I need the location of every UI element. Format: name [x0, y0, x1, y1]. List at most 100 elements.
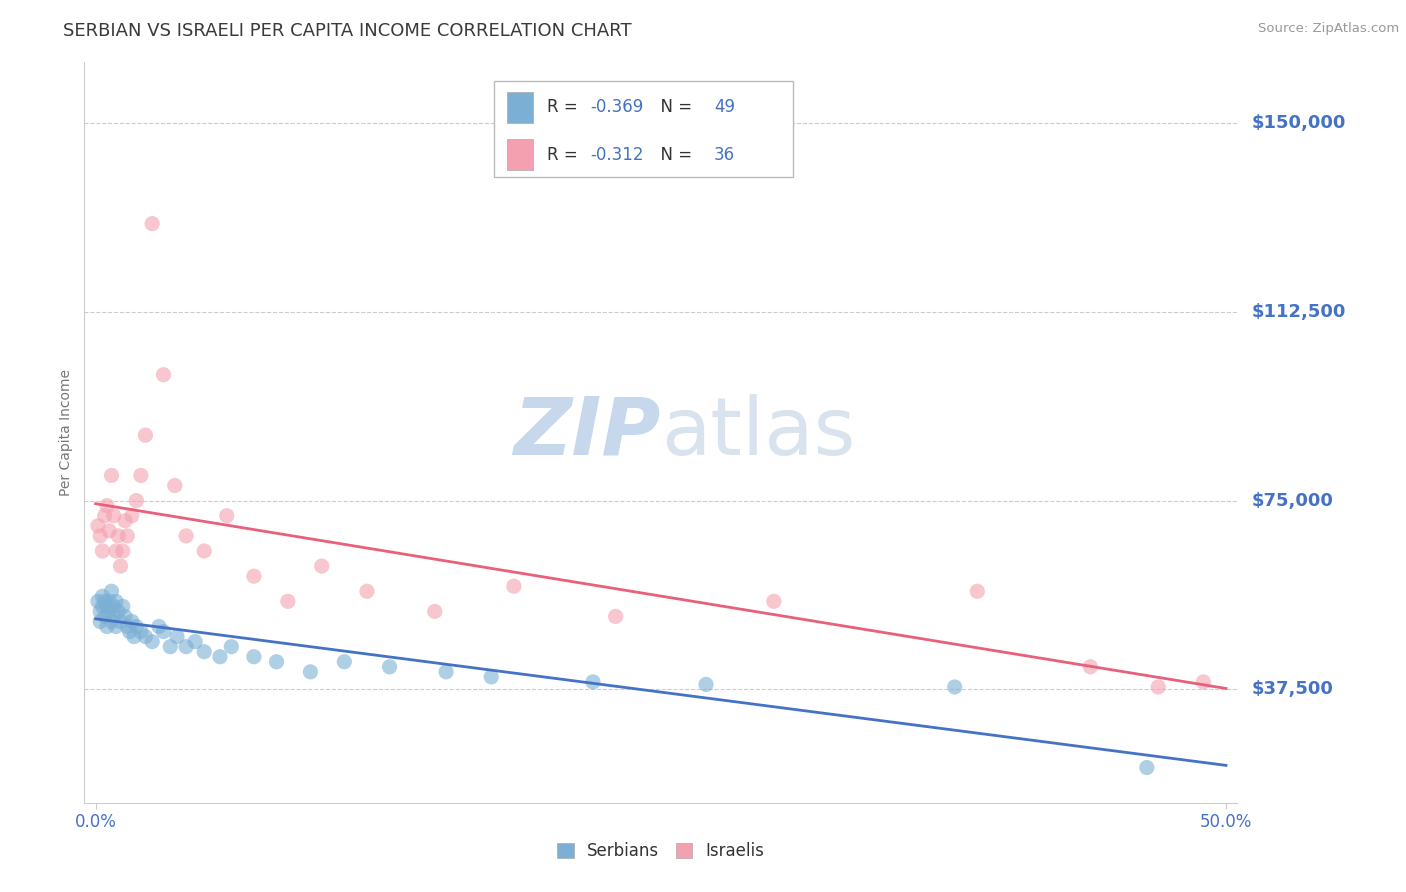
Text: -0.369: -0.369 [591, 98, 644, 116]
Point [174, 640, 197, 654]
Point [277, 594, 299, 608]
Point [107, 604, 129, 618]
Point [762, 594, 785, 608]
Point [695, 677, 717, 691]
Point [184, 634, 207, 648]
Point [100, 615, 122, 629]
Point [114, 609, 136, 624]
Point [98, 524, 121, 538]
Point [129, 624, 152, 639]
Point [129, 468, 152, 483]
Point [93, 609, 115, 624]
Point [152, 624, 174, 639]
Point [582, 674, 605, 689]
Point [1147, 680, 1170, 694]
Text: 36: 36 [714, 145, 735, 163]
Point [100, 584, 122, 599]
Text: R =: R = [547, 98, 582, 116]
Point [333, 655, 356, 669]
Point [89, 615, 111, 629]
Point [163, 478, 186, 492]
Point [96, 619, 118, 633]
Point [134, 428, 156, 442]
Text: N =: N = [651, 98, 697, 116]
Point [105, 544, 128, 558]
Point [966, 584, 988, 599]
Point [193, 645, 215, 659]
Point [311, 559, 333, 574]
FancyBboxPatch shape [508, 139, 533, 170]
Point [434, 665, 457, 679]
Point [266, 655, 288, 669]
Text: Source: ZipAtlas.com: Source: ZipAtlas.com [1258, 22, 1399, 36]
Point [105, 594, 128, 608]
Text: $37,500: $37,500 [1251, 681, 1333, 698]
Point [152, 368, 174, 382]
Point [110, 559, 132, 574]
Point [943, 680, 966, 694]
Text: -0.312: -0.312 [591, 145, 644, 163]
Point [121, 615, 143, 629]
Point [100, 468, 122, 483]
Point [134, 630, 156, 644]
Point [174, 529, 197, 543]
Text: $150,000: $150,000 [1251, 114, 1346, 132]
Point [117, 619, 139, 633]
Point [166, 630, 188, 644]
Text: 49: 49 [714, 98, 735, 116]
Point [193, 544, 215, 558]
Text: $75,000: $75,000 [1251, 491, 1333, 509]
Point [110, 615, 132, 629]
Point [141, 217, 163, 231]
Point [105, 619, 128, 633]
Point [89, 604, 111, 618]
Text: N =: N = [651, 145, 697, 163]
Text: ZIP: ZIP [513, 393, 661, 472]
Point [96, 599, 118, 614]
Point [93, 594, 115, 608]
Point [423, 604, 446, 618]
Point [121, 508, 143, 523]
Point [111, 599, 134, 614]
Point [148, 619, 170, 633]
Point [103, 599, 125, 614]
Point [91, 599, 114, 614]
Point [221, 640, 243, 654]
Point [98, 594, 121, 608]
Point [91, 590, 114, 604]
Point [87, 594, 110, 608]
Y-axis label: Per Capita Income: Per Capita Income [59, 369, 73, 496]
Text: atlas: atlas [661, 393, 855, 472]
Text: $112,500: $112,500 [1251, 302, 1346, 321]
Point [378, 660, 401, 674]
FancyBboxPatch shape [508, 92, 533, 123]
Point [118, 624, 141, 639]
Point [125, 493, 148, 508]
Text: SERBIAN VS ISRAELI PER CAPITA INCOME CORRELATION CHART: SERBIAN VS ISRAELI PER CAPITA INCOME COR… [63, 22, 631, 40]
Point [479, 670, 502, 684]
Point [215, 508, 238, 523]
Point [356, 584, 378, 599]
Legend: Serbians, Israelis: Serbians, Israelis [548, 834, 773, 869]
Point [96, 499, 118, 513]
Point [605, 609, 627, 624]
Point [159, 640, 181, 654]
Point [299, 665, 322, 679]
Point [125, 619, 148, 633]
Point [122, 630, 145, 644]
Point [243, 569, 266, 583]
Point [93, 508, 115, 523]
Point [1136, 760, 1159, 774]
Point [103, 609, 125, 624]
Point [117, 529, 139, 543]
FancyBboxPatch shape [494, 81, 793, 178]
Point [111, 544, 134, 558]
Point [107, 529, 129, 543]
Point [114, 514, 136, 528]
Point [103, 508, 125, 523]
Point [502, 579, 524, 593]
Point [91, 544, 114, 558]
Point [1078, 660, 1101, 674]
Point [141, 634, 163, 648]
Point [98, 604, 121, 618]
